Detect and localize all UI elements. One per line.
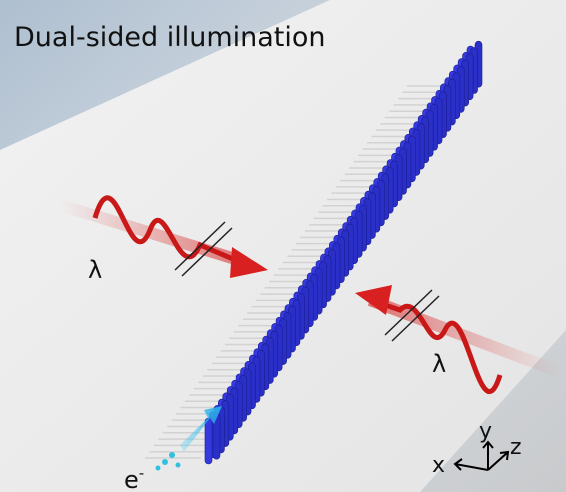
title: Dual-sided illumination — [14, 22, 326, 53]
electron-charge: - — [139, 464, 144, 482]
electron-symbol: e — [124, 466, 139, 492]
pillar — [205, 418, 212, 464]
wave-label: λ — [432, 350, 446, 378]
axis-label: x — [432, 453, 445, 478]
wave-label: λ — [88, 256, 102, 284]
figure: Dual-sided illumination λ λ e- y x z — [0, 0, 566, 492]
axis-label: z — [510, 435, 522, 460]
axis-label: y — [479, 419, 492, 444]
